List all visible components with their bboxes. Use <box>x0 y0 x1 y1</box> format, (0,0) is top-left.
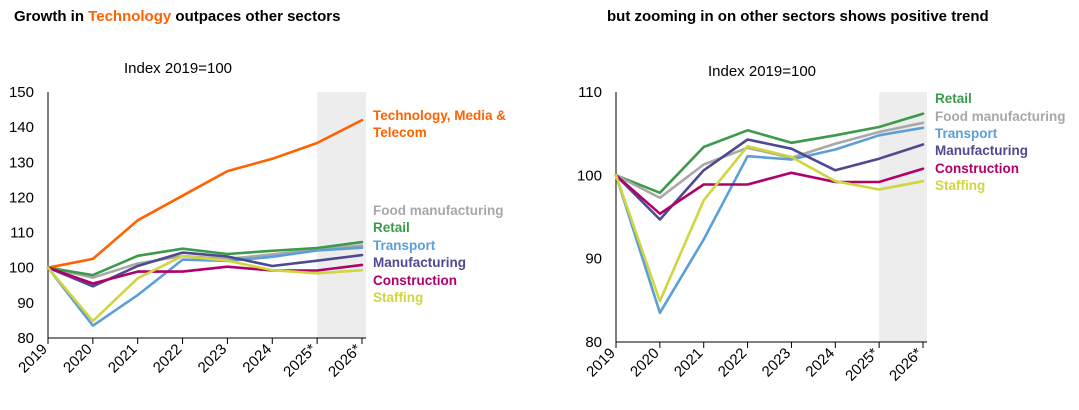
right-x-tick-label: 2025* <box>842 345 882 385</box>
left-chart-title: Growth in Technology outpaces other sect… <box>14 8 340 25</box>
right-x-tick-label: 2024 <box>802 345 838 381</box>
left-label-transport: Transport <box>373 238 436 253</box>
left-x-tick-label: 2021 <box>105 341 141 377</box>
left-label-retail: Retail <box>373 220 410 235</box>
left-label-technology-media-telecom: Technology, Media & Telecom <box>373 108 506 140</box>
left-label-line: Telecom <box>373 125 427 140</box>
right-label-food-manufacturing: Food manufacturing <box>935 109 1066 124</box>
left-y-tick-label: 150 <box>9 84 34 101</box>
right-label-construction: Construction <box>935 161 1019 176</box>
right-series-transport <box>614 126 925 315</box>
right-label-line: Transport <box>935 126 998 141</box>
right-series-staffing <box>614 144 925 303</box>
right-y-tick-label: 100 <box>577 167 602 184</box>
left-x-tick-label: 2024 <box>239 341 275 377</box>
left-y-tick-label: 80 <box>17 330 34 347</box>
left-label-line: Construction <box>373 273 457 288</box>
left-label-line: Manufacturing <box>373 255 466 270</box>
left-series-staffing <box>46 254 364 323</box>
right-label-line: Construction <box>935 161 1019 176</box>
right-label-manufacturing: Manufacturing <box>935 143 1028 158</box>
left-label-line: Retail <box>373 220 410 235</box>
left-series-manufacturing <box>46 251 364 288</box>
right-label-line: Staffing <box>935 178 985 193</box>
right-y-tick-label: 80 <box>585 334 602 351</box>
left-label-construction: Construction <box>373 273 457 288</box>
right-series-retail <box>614 112 925 195</box>
right-series-construction <box>614 167 925 215</box>
right-x-tick-label: 2020 <box>627 345 663 381</box>
left-title-highlight: Technology <box>88 8 172 25</box>
left-series-construction <box>46 263 364 285</box>
right-x-tick-label: 2021 <box>671 345 707 381</box>
left-series-retail <box>46 240 364 277</box>
left-y-tick-label: 90 <box>17 295 34 312</box>
left-subtitle: Index 2019=100 <box>124 60 232 77</box>
right-label-retail: Retail <box>935 91 972 106</box>
left-series-transport <box>46 246 364 328</box>
right-subtitle: Index 2019=100 <box>708 63 816 80</box>
left-label-line: Transport <box>373 238 436 253</box>
right-x-tick-label: 2022 <box>715 345 751 381</box>
left-x-tick-label: 2020 <box>60 341 96 377</box>
right-label-line: Retail <box>935 91 972 106</box>
left-x-tick-label: 2022 <box>150 341 186 377</box>
right-chart-title: but zooming in on other sectors shows po… <box>607 8 989 25</box>
right-x-tick-label: 2026* <box>886 345 926 385</box>
right-y-tick-label: 90 <box>585 251 602 268</box>
left-series-technology-media-telecom <box>46 118 364 270</box>
left-label-manufacturing: Manufacturing <box>373 255 466 270</box>
left-forecast-shading <box>317 92 366 338</box>
left-y-tick-label: 140 <box>9 119 34 136</box>
left-label-staffing: Staffing <box>373 290 423 305</box>
left-x-tick-label: 2025* <box>280 341 320 381</box>
right-label-staffing: Staffing <box>935 178 985 193</box>
left-label-line: Food manufacturing <box>373 203 504 218</box>
left-title-post: outpaces other sectors <box>171 8 341 25</box>
left-y-tick-label: 100 <box>9 260 34 277</box>
right-label-line: Food manufacturing <box>935 109 1066 124</box>
left-label-food-manufacturing: Food manufacturing <box>373 203 504 218</box>
left-label-line: Technology, Media & <box>373 108 506 123</box>
right-series-manufacturing <box>614 138 925 221</box>
left-label-line: Staffing <box>373 290 423 305</box>
right-x-tick-label: 2023 <box>759 345 795 381</box>
right-label-line: Manufacturing <box>935 143 1028 158</box>
left-y-tick-label: 120 <box>9 189 34 206</box>
right-y-tick-label: 110 <box>578 84 602 101</box>
right-label-transport: Transport <box>935 126 998 141</box>
left-y-tick-label: 110 <box>10 225 34 242</box>
left-title-pre: Growth in <box>14 8 89 25</box>
left-x-tick-label: 2026* <box>325 341 365 381</box>
left-x-tick-label: 2023 <box>195 341 231 377</box>
left-y-tick-label: 130 <box>9 154 34 171</box>
